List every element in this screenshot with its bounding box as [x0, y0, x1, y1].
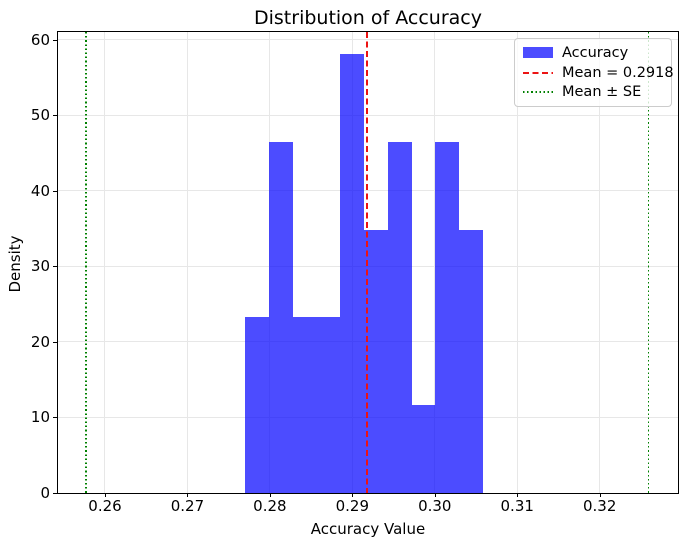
histogram-bar: [387, 141, 412, 493]
histogram-bar: [340, 53, 364, 493]
x-tick-label: 0.29: [335, 497, 370, 515]
legend-patch-swatch: [523, 47, 553, 59]
legend-entry: Mean ± SE: [523, 82, 663, 102]
legend: Accuracy Mean = 0.2918 Mean ± SE: [514, 38, 674, 107]
x-tick-mark: [517, 493, 519, 497]
x-tick-label: 0.27: [170, 497, 205, 515]
legend-label: Mean = 0.2918: [562, 64, 674, 81]
y-tick-mark: [53, 493, 57, 494]
x-tick-mark: [434, 493, 436, 497]
y-tick-mark: [53, 39, 57, 41]
legend-swatch-glyph: [523, 71, 553, 74]
y-tick-label: 40: [30, 181, 50, 200]
y-tick-label: 60: [30, 30, 50, 49]
x-gridline: [434, 32, 436, 493]
se-line: [647, 32, 650, 493]
x-tick-mark: [599, 493, 601, 497]
y-tick-label: 30: [30, 257, 50, 276]
y-tick-mark: [53, 115, 57, 117]
y-tick-label: 10: [30, 408, 50, 427]
x-tick-mark: [352, 493, 354, 497]
legend-entry: Accuracy: [523, 43, 663, 63]
y-tick-label: 50: [30, 106, 50, 125]
legend-swatch-glyph: [523, 47, 553, 59]
y-tick-mark: [53, 266, 57, 268]
histogram-bar: [363, 229, 388, 493]
mean-line: [366, 32, 369, 493]
x-axis-label: Accuracy Value: [310, 520, 426, 538]
histogram-bar: [292, 317, 317, 493]
histogram-bar: [411, 405, 436, 493]
x-tick-label: 0.32: [582, 497, 617, 515]
legend-label: Accuracy: [562, 44, 629, 61]
histogram-bar: [316, 317, 341, 493]
legend-swatch-glyph: [523, 91, 553, 94]
x-gridline: [186, 32, 188, 493]
legend-dotted-line-swatch: [523, 91, 553, 94]
legend-label: Mean ± SE: [562, 84, 642, 101]
x-tick-mark: [269, 493, 271, 497]
x-gridline: [104, 32, 106, 493]
plot-area: Accuracy Mean = 0.2918 Mean ± SE: [57, 31, 679, 494]
x-gridline: [516, 32, 518, 493]
histogram-bar: [459, 229, 484, 493]
y-tick-mark: [53, 190, 57, 192]
y-tick-mark: [53, 417, 57, 419]
y-tick-mark: [53, 341, 57, 343]
legend-entry: Mean = 0.2918: [523, 63, 674, 83]
legend-dashed-line-swatch: [523, 71, 553, 74]
x-tick-mark: [104, 493, 106, 497]
x-gridline: [599, 32, 601, 493]
y-tick-label: 20: [30, 332, 50, 351]
histogram-bar: [244, 317, 269, 493]
x-tick-label: 0.28: [253, 497, 287, 515]
x-tick-label: 0.26: [88, 497, 122, 515]
histogram-bar: [268, 141, 293, 493]
x-tick-label: 0.30: [418, 497, 452, 515]
histogram-bar: [435, 141, 460, 493]
y-tick-label: 0: [40, 484, 50, 502]
chart-title: Distribution of Accuracy: [254, 7, 482, 29]
x-tick-mark: [187, 493, 189, 497]
x-tick-label: 0.31: [500, 497, 534, 515]
se-line: [85, 32, 87, 493]
